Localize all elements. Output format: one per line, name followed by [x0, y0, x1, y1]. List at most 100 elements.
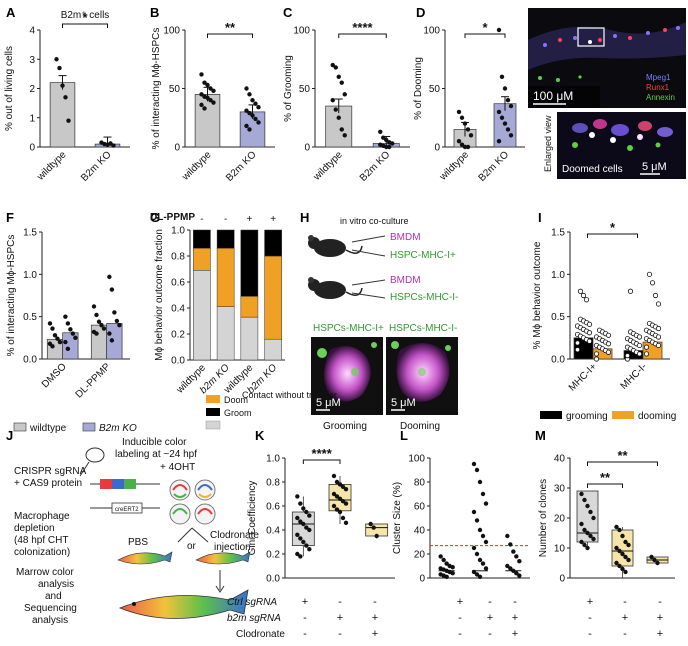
data-point — [65, 346, 71, 352]
x-tick-label: DMSO — [40, 361, 69, 390]
scale-label-top: 100 μM — [533, 89, 573, 103]
stack-G-2-1 — [240, 296, 259, 318]
data-point — [655, 342, 662, 349]
data-point — [295, 494, 300, 499]
significance-stars: ** — [600, 470, 611, 485]
panel-letter-M: M — [535, 428, 546, 443]
data-point — [471, 545, 477, 551]
data-point — [94, 312, 99, 318]
panel-H: in vitro co-culture BMDM HSPC-MHC-I+ BMD… — [308, 216, 458, 432]
data-point — [387, 144, 392, 150]
panel-letter-K: K — [255, 428, 265, 443]
y-tick-label: 0.4 — [171, 304, 185, 315]
y-tick-label: 0.2 — [266, 550, 280, 561]
data-point — [477, 527, 483, 533]
significance-bracket — [464, 33, 506, 38]
data-point — [63, 314, 68, 319]
fish-icon-2 — [195, 551, 251, 565]
data-point — [508, 133, 514, 138]
data-point — [333, 65, 338, 70]
condition-mark: - — [303, 628, 307, 640]
data-point — [511, 549, 516, 554]
y-axis-title: % out of living cells — [4, 46, 15, 131]
zoom-box — [577, 27, 605, 47]
significance-stars: * — [82, 10, 88, 25]
chart-title: DL-PPMP — [150, 212, 195, 223]
condition-mark: + — [657, 628, 663, 640]
stack-G-2-0 — [240, 316, 259, 361]
pbs-label: PBS — [128, 537, 148, 548]
data-point — [381, 135, 386, 140]
data-point — [96, 319, 102, 324]
panel-letter-A: A — [6, 5, 16, 20]
x-tick-label: B2m KO — [79, 149, 114, 184]
data-point — [643, 344, 650, 350]
data-point — [620, 551, 625, 557]
ohht-label: + 4OHT — [160, 462, 195, 473]
data-point — [508, 566, 513, 571]
data-point — [331, 491, 337, 497]
data-point — [474, 572, 480, 577]
box-K-0 — [291, 511, 315, 546]
legend-swatch-ko — [82, 422, 96, 432]
condition-mark: - — [513, 596, 517, 608]
data-point — [471, 509, 477, 515]
condition-mark: - — [623, 596, 627, 608]
data-point — [646, 271, 653, 277]
chart-I: 0.0 0.5 1.0 1.5 % Mϕ behavior outcome MHC-I+ M… — [532, 220, 670, 394]
data-point — [643, 351, 650, 357]
condition-mark: - — [588, 628, 592, 640]
data-point — [247, 92, 252, 97]
data-point — [474, 467, 480, 473]
data-point — [465, 144, 471, 150]
data-point — [340, 484, 346, 489]
data-point — [253, 101, 258, 106]
data-point — [652, 292, 659, 299]
fish-icon-large — [118, 589, 249, 619]
y-tick-label: 0 — [559, 574, 565, 585]
data-point — [480, 533, 486, 539]
significance-bracket — [207, 33, 253, 38]
data-point — [333, 107, 338, 112]
stack-G-0-1 — [193, 247, 211, 271]
data-point — [480, 491, 486, 497]
panel-letters: A B C D E F G H I J K L M — [6, 5, 547, 443]
y-tick-label: 0.0 — [551, 355, 565, 366]
y-axis-title: % of Dooming — [413, 57, 424, 120]
y-axis-title: % of Grooming — [283, 55, 294, 122]
chart-C: 0 50 100 % of Grooming wildtype B2m KO **** — [283, 20, 410, 184]
panel-letter-G: G — [150, 210, 160, 225]
data-point — [47, 321, 53, 326]
cond-row-clodronate: Clodronate — [236, 629, 285, 640]
data-point — [588, 533, 593, 539]
y-tick-label: 20 — [554, 514, 566, 525]
y-tick-label: 100 — [408, 454, 425, 465]
y-tick-label: 1.0 — [23, 270, 37, 281]
data-point — [626, 557, 631, 563]
condition-mark: - — [458, 628, 462, 640]
legend-swatch-dooming — [612, 411, 634, 419]
condition-mark: - — [488, 628, 492, 640]
data-point — [483, 539, 489, 545]
condition-mark: + — [487, 612, 493, 624]
analysis-label-3: and — [45, 591, 62, 602]
cond-row-b2m: b2m sgRNA — [227, 613, 281, 624]
y-tick-label: 4 — [29, 26, 35, 37]
data-point — [505, 533, 510, 539]
y-tick-label: 100 — [423, 26, 440, 37]
data-point — [374, 533, 379, 539]
significance-bracket — [302, 459, 341, 464]
data-point — [614, 524, 619, 530]
data-point — [617, 527, 622, 533]
data-point — [577, 288, 584, 294]
condition-mark: + — [587, 596, 593, 608]
analysis-label-4: Sequencing — [24, 603, 77, 614]
condition-mark: + — [512, 612, 518, 624]
significance-bracket — [587, 461, 658, 466]
data-point — [514, 571, 519, 576]
chart-A: 0 1 2 3 4 % out of living cells wildtype B2m KO… — [4, 10, 130, 184]
data-point — [334, 479, 340, 485]
doomed-cells-label: Doomed cells — [562, 164, 623, 175]
bar-F-1-1 — [106, 323, 123, 360]
data-point — [593, 356, 600, 362]
